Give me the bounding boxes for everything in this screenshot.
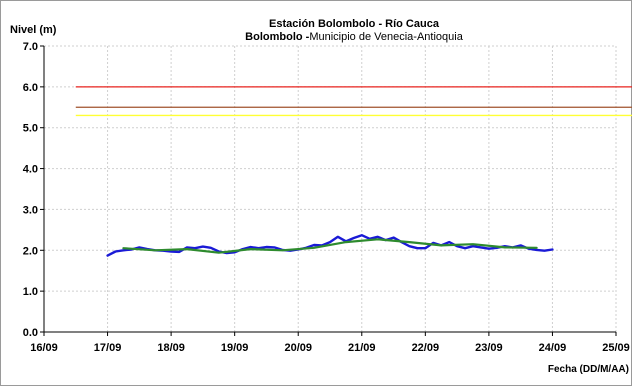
y-axis-label: Nivel (m)	[10, 24, 57, 36]
x-tick-label: 23/09	[475, 342, 503, 354]
x-tick-label: 17/09	[94, 342, 122, 354]
y-tick-label: 0.0	[23, 327, 38, 339]
y-tick-label: 4.0	[23, 164, 38, 176]
level-series-line	[106, 233, 554, 257]
y-tick-label: 5.0	[23, 123, 38, 135]
y-tick-label: 7.0	[23, 41, 38, 53]
x-tick-label: 16/09	[30, 342, 58, 354]
x-tick-label: 19/09	[221, 342, 249, 354]
x-axis-label: Fecha (DD/M/AA)	[548, 364, 629, 375]
axes	[40, 45, 617, 336]
x-tick-label: 21/09	[348, 342, 376, 354]
series-lines	[106, 233, 554, 257]
x-tick-label: 24/09	[539, 342, 567, 354]
smoothed-series-line	[122, 238, 538, 254]
grid-lines	[44, 45, 617, 332]
y-tick-label: 2.0	[23, 245, 38, 257]
tick-labels: 0.0 1.0 2.0 3.0 4.0 5.0 6.0 7.0 16/09 17/09 18/09 1…	[23, 41, 630, 354]
threshold-lines	[75, 86, 632, 117]
y-tick-label: 1.0	[23, 286, 38, 298]
y-tick-label: 3.0	[23, 204, 38, 216]
y-tick-label: 6.0	[23, 82, 38, 94]
chart-title: Estación Bolombolo - Río Cauca	[269, 18, 440, 30]
x-tick-label: 18/09	[157, 342, 185, 354]
chart-subtitle-bold: Bolombolo -	[245, 31, 309, 43]
chart-subtitle-rest: Municipio de Venecia-Antioquia	[309, 31, 463, 43]
x-tick-label: 25/09	[602, 342, 630, 354]
x-tick-label: 22/09	[412, 342, 440, 354]
x-tick-label: 20/09	[284, 342, 312, 354]
chart-subtitle: Bolombolo -Municipio de Venecia-Antioqui…	[245, 31, 464, 43]
